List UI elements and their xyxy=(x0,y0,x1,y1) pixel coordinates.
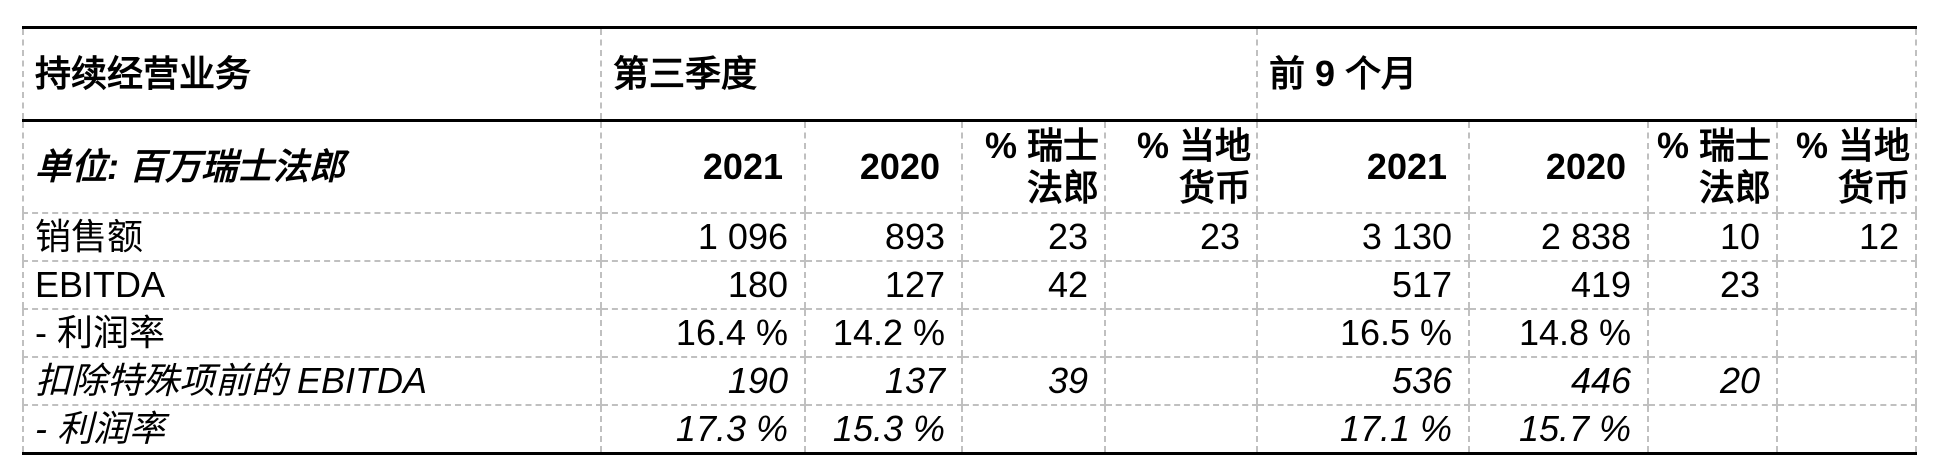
group-header-q3: 第三季度 xyxy=(599,27,1258,122)
cell-value: 16.5 % xyxy=(1256,309,1470,358)
col-header-9m-2020: 2020 xyxy=(1468,120,1649,214)
table-row-ebitda: EBITDA 180 127 42 517 419 23 xyxy=(23,261,1917,310)
cell-value: 20 xyxy=(1647,357,1778,406)
col-header-9m-pct-chf: % 瑞士 法郎 xyxy=(1647,120,1778,214)
cell-value: 3 130 xyxy=(1256,213,1470,262)
cell-value: 190 xyxy=(600,357,805,406)
cell-value xyxy=(961,309,1105,358)
row-label: - 利润率 xyxy=(23,309,601,358)
cell-value xyxy=(1647,405,1778,455)
cell-value: 23 xyxy=(1103,213,1258,262)
cell-value xyxy=(1647,309,1778,358)
cell-value xyxy=(1776,357,1917,406)
cell-value xyxy=(1103,309,1258,358)
cell-value xyxy=(1103,405,1258,455)
cell-value: 137 xyxy=(804,357,962,406)
cell-value: 2 838 xyxy=(1468,213,1649,262)
col-header-q3-pct-local: % 当地 货币 xyxy=(1103,120,1258,214)
col-header-q3-2021: 2021 xyxy=(600,120,805,214)
cell-value: 23 xyxy=(961,213,1105,262)
cell-value: 14.8 % xyxy=(1468,309,1649,358)
cell-value xyxy=(1103,261,1258,310)
table-row-ebitda-before-specials: 扣除特殊项前的 EBITDA 190 137 39 536 446 20 xyxy=(23,357,1917,406)
cell-value: 17.3 % xyxy=(600,405,805,455)
table-row-ebitda-margin: - 利润率 16.4 % 14.2 % 16.5 % 14.8 % xyxy=(23,309,1917,358)
cell-value: 517 xyxy=(1256,261,1470,310)
group-header-9m: 前 9 个月 xyxy=(1256,27,1917,122)
table-row-margin-before-specials: - 利润率 17.3 % 15.3 % 17.1 % 15.7 % xyxy=(23,405,1917,455)
col-header-9m-pct-local: % 当地 货币 xyxy=(1776,120,1917,214)
cell-value: 14.2 % xyxy=(804,309,962,358)
cell-value: 39 xyxy=(961,357,1105,406)
cell-value: 23 xyxy=(1647,261,1778,310)
cell-value: 42 xyxy=(961,261,1105,310)
cell-value xyxy=(1776,261,1917,310)
row-label: 销售额 xyxy=(23,213,601,262)
cell-value: 180 xyxy=(600,261,805,310)
cell-value: 1 096 xyxy=(600,213,805,262)
cell-value: 17.1 % xyxy=(1256,405,1470,455)
row-label: EBITDA xyxy=(23,261,601,310)
cell-value xyxy=(1103,357,1258,406)
cell-value: 893 xyxy=(804,213,962,262)
cell-value xyxy=(1776,405,1917,455)
group-header-row: 持续经营业务 第三季度 前 9 个月 xyxy=(23,27,1917,122)
table-row-sales: 销售额 1 096 893 23 23 3 130 2 838 10 12 xyxy=(23,213,1917,262)
cell-value: 536 xyxy=(1256,357,1470,406)
cell-value: 15.7 % xyxy=(1468,405,1649,455)
row-label: - 利润率 xyxy=(23,405,601,455)
col-header-9m-2021: 2021 xyxy=(1256,120,1470,214)
col-header-q3-pct-chf: % 瑞士 法郎 xyxy=(961,120,1105,214)
cell-value: 10 xyxy=(1647,213,1778,262)
cell-value: 15.3 % xyxy=(804,405,962,455)
cell-value xyxy=(961,405,1105,455)
unit-label: 单位: 百万瑞士法郎 xyxy=(23,120,601,214)
cell-value: 16.4 % xyxy=(600,309,805,358)
cell-value: 127 xyxy=(804,261,962,310)
table-title: 持续经营业务 xyxy=(23,27,601,122)
row-label: 扣除特殊项前的 EBITDA xyxy=(23,357,601,406)
cell-value: 419 xyxy=(1468,261,1649,310)
cell-value: 12 xyxy=(1776,213,1917,262)
cell-value: 446 xyxy=(1468,357,1649,406)
column-header-row: 单位: 百万瑞士法郎 2021 2020 % 瑞士 法郎 % 当地 货币 202… xyxy=(23,120,1917,214)
continuing-operations-table: 持续经营业务 第三季度 前 9 个月 单位: 百万瑞士法郎 2021 2020 … xyxy=(22,26,1918,455)
cell-value xyxy=(1776,309,1917,358)
col-header-q3-2020: 2020 xyxy=(804,120,962,214)
